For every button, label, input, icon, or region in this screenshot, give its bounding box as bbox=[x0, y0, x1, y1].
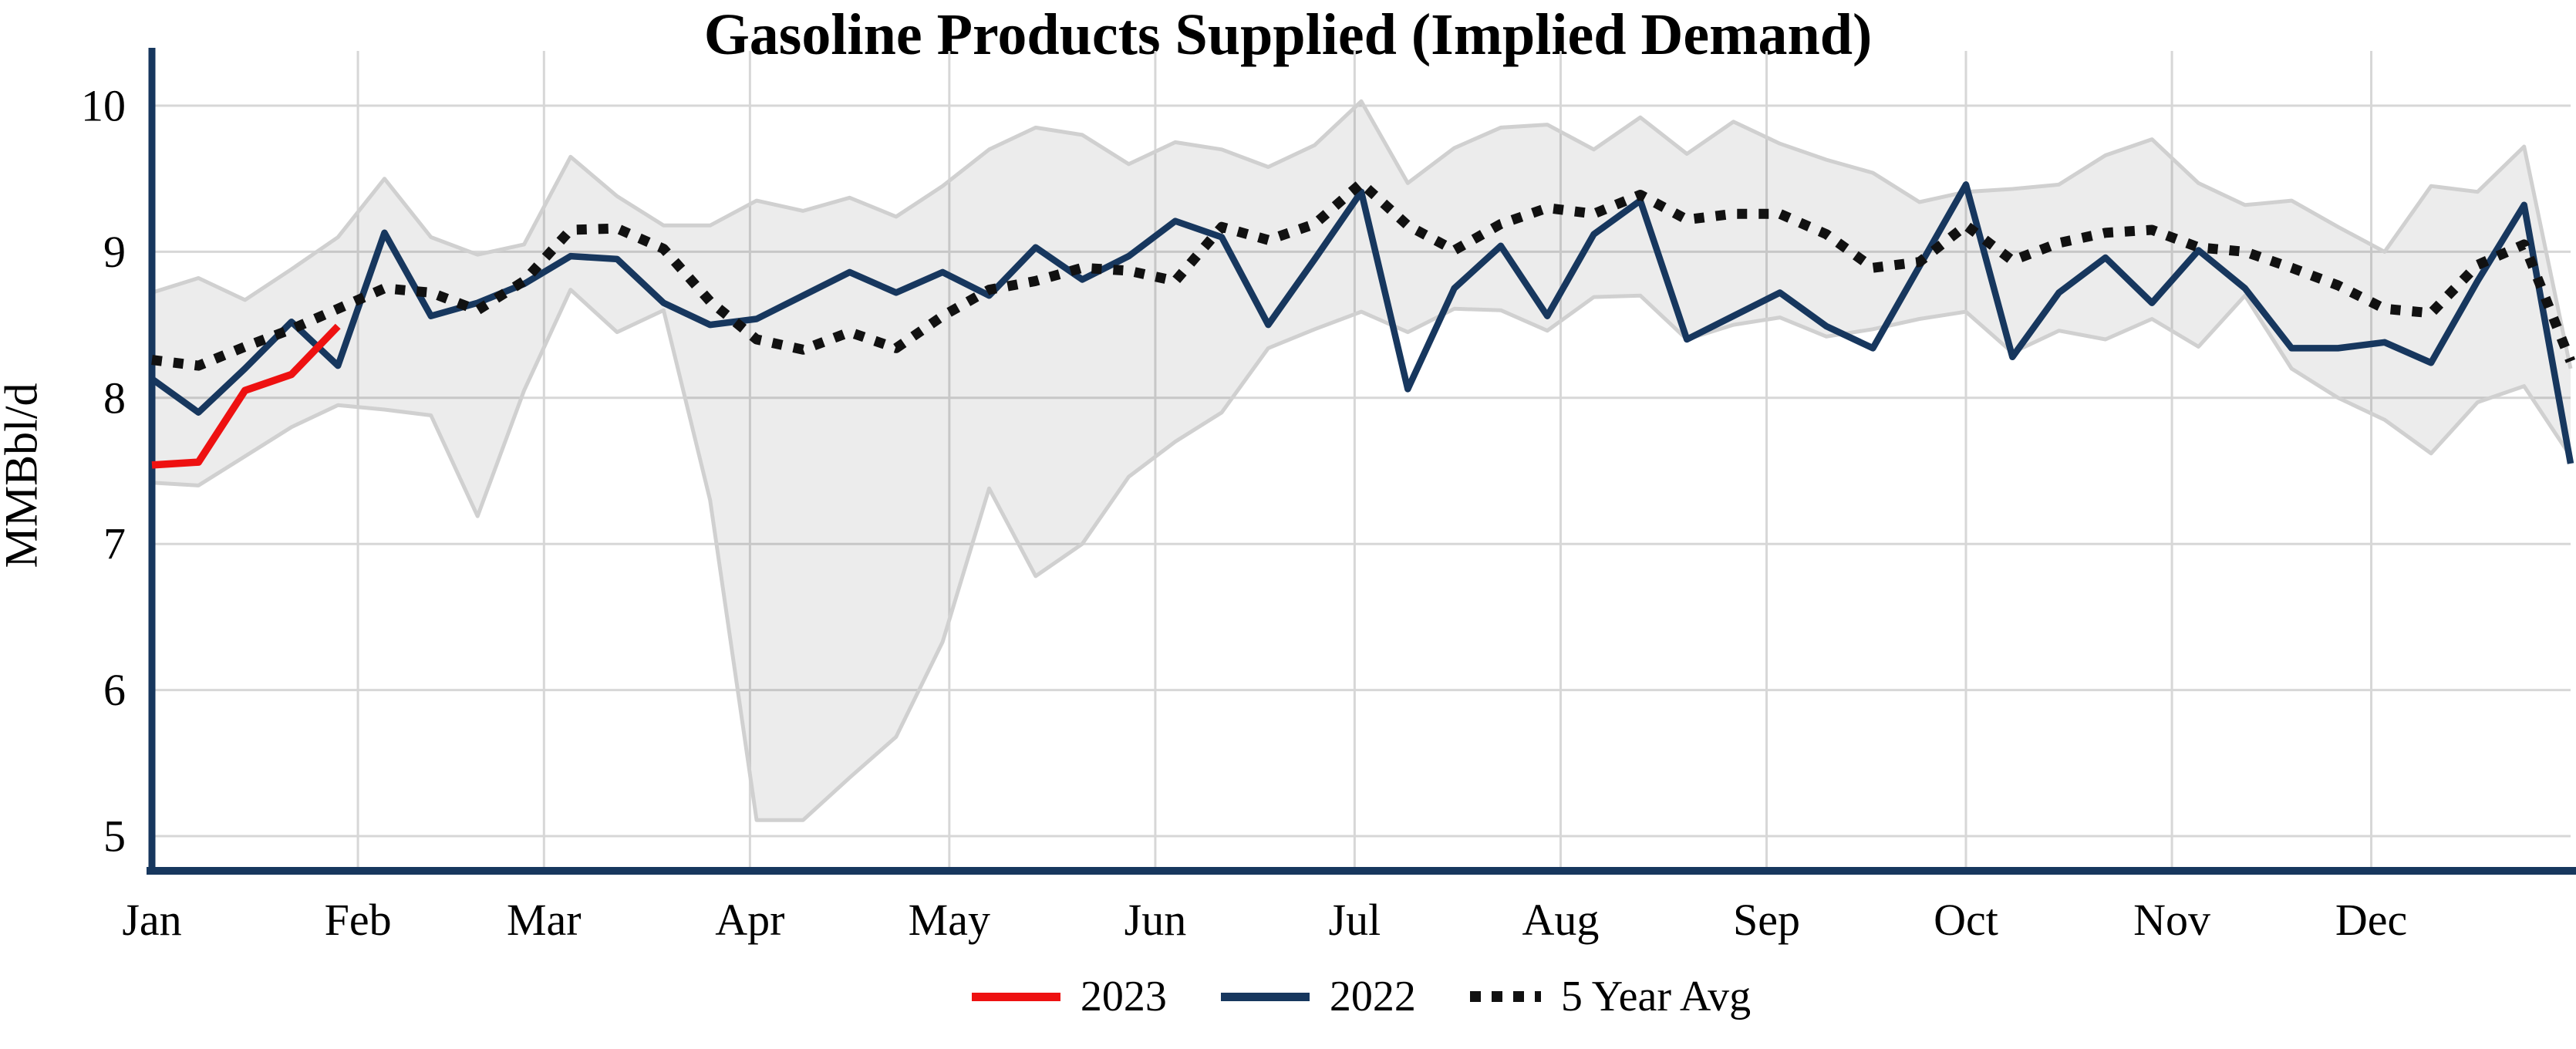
svg-text:7: 7 bbox=[103, 519, 126, 569]
legend-label: 2023 bbox=[1080, 973, 1167, 1020]
svg-text:6: 6 bbox=[103, 665, 126, 715]
series-5-year-avg bbox=[151, 177, 2576, 371]
line-swatch bbox=[971, 992, 1060, 1001]
svg-text:Nov: Nov bbox=[2133, 895, 2210, 945]
legend-item-5-year-avg: 5 Year Avg bbox=[1469, 973, 1752, 1020]
svg-text:Jul: Jul bbox=[1329, 895, 1381, 945]
svg-text:Feb: Feb bbox=[325, 895, 392, 945]
series-2022 bbox=[150, 181, 2574, 464]
chart-legend: 2023 2022 5 Year Avg bbox=[152, 964, 2571, 1029]
svg-text:Jun: Jun bbox=[1124, 895, 1187, 945]
svg-text:9: 9 bbox=[103, 227, 126, 277]
chart-title: Gasoline Products Supplied (Implied Dema… bbox=[703, 2, 1873, 67]
axis-spines bbox=[147, 48, 2576, 875]
svg-text:Jan: Jan bbox=[122, 895, 181, 945]
legend-item-2022: 2022 bbox=[1220, 973, 1416, 1020]
svg-text:Sep: Sep bbox=[1733, 895, 1800, 945]
svg-text:8: 8 bbox=[103, 373, 126, 423]
svg-text:May: May bbox=[909, 895, 990, 945]
svg-text:Apr: Apr bbox=[715, 895, 784, 945]
svg-text:Dec: Dec bbox=[2335, 895, 2407, 945]
five-year-range-band bbox=[151, 99, 2573, 822]
x-tick-labels: Jan Feb Mar Apr May Jun Jul Aug Sep Oct Nov Dec bbox=[122, 895, 2407, 945]
gridlines bbox=[150, 51, 2571, 871]
legend-label: 5 Year Avg bbox=[1560, 973, 1752, 1020]
line-swatch bbox=[1220, 992, 1310, 1001]
legend-label: 2022 bbox=[1329, 973, 1416, 1020]
dotted-line-swatch bbox=[1469, 991, 1541, 1002]
svg-text:Mar: Mar bbox=[507, 895, 582, 945]
y-tick-labels: 10 9 8 7 6 5 bbox=[81, 81, 126, 862]
svg-text:Oct: Oct bbox=[1934, 895, 1998, 945]
svg-text:5: 5 bbox=[103, 811, 126, 862]
svg-text:Aug: Aug bbox=[1522, 895, 1600, 945]
legend-item-2023: 2023 bbox=[971, 973, 1167, 1020]
svg-text:10: 10 bbox=[81, 81, 126, 131]
series-2023 bbox=[151, 323, 341, 469]
